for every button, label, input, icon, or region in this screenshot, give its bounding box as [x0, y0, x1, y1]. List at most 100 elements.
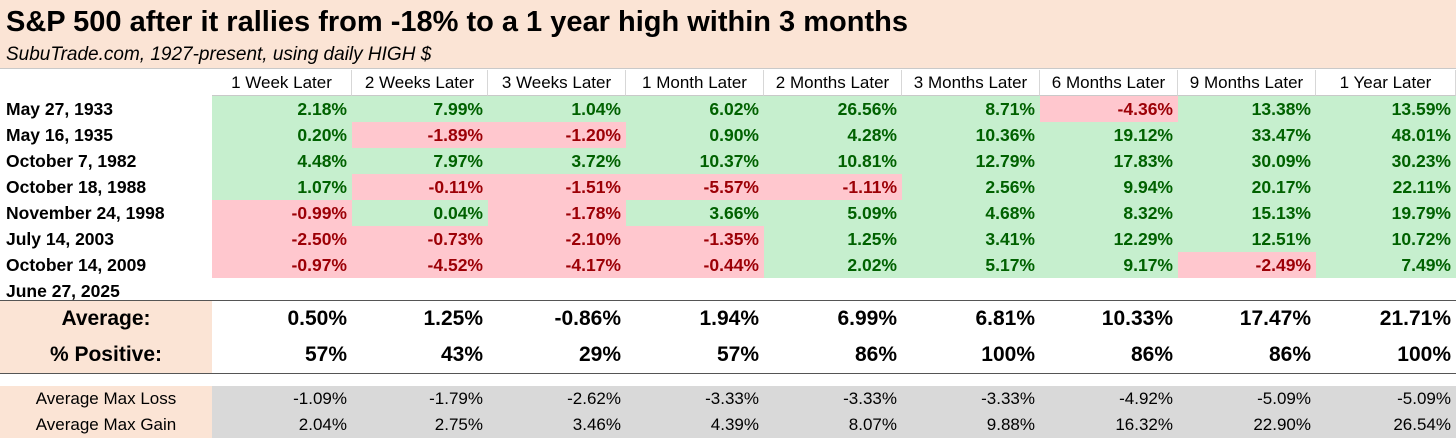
max-stat-value: -5.09% — [1397, 389, 1451, 408]
table-row: November 24, 1998 -0.99% 0.04% -1.78% 3.66% 5… — [0, 200, 1456, 226]
table-cell: 4.68% — [902, 200, 1040, 226]
table-cell: 6.02% — [626, 96, 764, 122]
max-stat-value: 8.07% — [848, 415, 897, 434]
table-cell: 4.28% — [764, 122, 902, 148]
table-row: May 27, 1933 2.18% 7.99% 1.04% 6.02% 26.56% 8.… — [0, 96, 1456, 122]
summary-value: 86% — [854, 343, 897, 366]
table-cell: -1.11% — [764, 174, 902, 200]
summary-value: -0.86% — [554, 307, 621, 330]
table-cell: 3.66% — [626, 200, 764, 226]
max-stat-value: 2.75% — [434, 415, 483, 434]
table-cell: -4.36% — [1040, 96, 1178, 122]
table-cell: 13.59% — [1316, 96, 1456, 122]
table-cell: 2.56% — [902, 174, 1040, 200]
table-cell: 9.17% — [1040, 252, 1178, 278]
table-cell: 1.25% — [764, 226, 902, 252]
table-cell: 10.72% — [1316, 226, 1456, 252]
row-date-label: May 16, 1935 — [6, 125, 114, 145]
table-cell: 19.79% — [1316, 200, 1456, 226]
table-cell: 10.81% — [764, 148, 902, 174]
row-date-label: November 24, 1998 — [6, 203, 165, 223]
table-cell: 5.09% — [764, 200, 902, 226]
table-row: July 14, 2003 -2.50% -0.73% -2.10% -1.35% 1.2… — [0, 226, 1456, 252]
table-cell: 4.48% — [212, 148, 352, 174]
table-subtitle: SubuTrade.com, 1927-present, using daily… — [6, 44, 432, 65]
table-cell: 8.32% — [1040, 200, 1178, 226]
summary-label: Average: — [0, 301, 212, 337]
summary-value: 86% — [1130, 343, 1173, 366]
row-date-label: October 18, 1988 — [6, 177, 147, 197]
table-cell: 12.79% — [902, 148, 1040, 174]
table-cell: 19.12% — [1040, 122, 1178, 148]
table-cell: 30.23% — [1316, 148, 1456, 174]
column-header: 2 Months Later — [764, 70, 902, 96]
table-cell: 26.56% — [764, 96, 902, 122]
table-cell: -4.52% — [352, 252, 488, 278]
max-stat-value: -3.33% — [843, 389, 897, 408]
max-stat-label: Average Max Gain — [0, 412, 212, 438]
summary-value: 29% — [578, 343, 621, 366]
max-stat-label: Average Max Loss — [0, 386, 212, 412]
max-stat-value: -5.09% — [1257, 389, 1311, 408]
table-cell: 0.04% — [352, 200, 488, 226]
table-cell: -1.78% — [488, 200, 626, 226]
summary-value: 6.99% — [837, 307, 897, 330]
column-header: 3 Weeks Later — [488, 70, 626, 96]
max-stat-value: -1.09% — [293, 389, 347, 408]
summary-value: 17.47% — [1239, 307, 1311, 330]
max-stat-value: 26.54% — [1393, 415, 1451, 434]
row-date-label: July 14, 2003 — [6, 229, 114, 249]
table-cell: 8.71% — [902, 96, 1040, 122]
summary-value: 43% — [440, 343, 483, 366]
summary-value: 10.33% — [1101, 307, 1173, 330]
table-cell: -0.11% — [352, 174, 488, 200]
max-stat-value: 4.39% — [710, 415, 759, 434]
table-cell: 7.99% — [352, 96, 488, 122]
table-cell: 1.07% — [212, 174, 352, 200]
max-stat-value: -4.92% — [1119, 389, 1173, 408]
column-header: 1 Week Later — [212, 70, 352, 96]
table-cell: -5.57% — [626, 174, 764, 200]
table-cell: -0.44% — [626, 252, 764, 278]
table-cell: 0.20% — [212, 122, 352, 148]
max-stat-value: 3.46% — [572, 415, 621, 434]
table-cell: 12.51% — [1178, 226, 1316, 252]
table-cell: 7.97% — [352, 148, 488, 174]
table-cell: 9.94% — [1040, 174, 1178, 200]
table-cell: -0.97% — [212, 252, 352, 278]
table-cell: 20.17% — [1178, 174, 1316, 200]
table-row: June 27, 2025 — [0, 278, 1456, 304]
table-cell: 0.90% — [626, 122, 764, 148]
table-cell: 15.13% — [1178, 200, 1316, 226]
summary-row: Average: 0.50% 1.25% -0.86% 1.94% 6.99% 6.81% 1… — [0, 301, 1456, 337]
summary-value: 0.50% — [287, 307, 347, 330]
row-date-label: October 14, 2009 — [6, 255, 147, 275]
table-cell: 33.47% — [1178, 122, 1316, 148]
table-cell: 5.17% — [902, 252, 1040, 278]
summary-label: % Positive: — [0, 337, 212, 373]
table-cell: 1.04% — [488, 96, 626, 122]
summary-value: 100% — [981, 343, 1035, 366]
table-cell: -0.73% — [352, 226, 488, 252]
table-cell: 2.18% — [212, 96, 352, 122]
row-date-label: June 27, 2025 — [6, 281, 120, 301]
table-cell: -2.10% — [488, 226, 626, 252]
max-stat-value: 22.90% — [1253, 415, 1311, 434]
table-cell: 7.49% — [1316, 252, 1456, 278]
table-row: May 16, 1935 0.20% -1.89% -1.20% 0.90% 4.28% 1… — [0, 122, 1456, 148]
max-stat-value: -1.79% — [429, 389, 483, 408]
table-header-banner: S&P 500 after it rallies from -18% to a … — [0, 0, 1456, 69]
column-header-row: 1 Week Later 2 Weeks Later 3 Weeks Later 1 … — [0, 70, 1456, 96]
table-cell: 10.37% — [626, 148, 764, 174]
table-cell: 2.02% — [764, 252, 902, 278]
column-header: 3 Months Later — [902, 70, 1040, 96]
max-stat-value: -3.33% — [705, 389, 759, 408]
row-date-label: October 7, 1982 — [6, 151, 137, 171]
table-cell: -1.51% — [488, 174, 626, 200]
table-row: October 14, 2009 -0.97% -4.52% -4.17% -0.44%… — [0, 252, 1456, 278]
table-title: S&P 500 after it rallies from -18% to a … — [6, 6, 908, 38]
table-cell: -1.89% — [352, 122, 488, 148]
table-row: October 18, 1988 1.07% -0.11% -1.51% -5.57% -… — [0, 174, 1456, 200]
summary-value: 100% — [1397, 343, 1451, 366]
summary-value: 6.81% — [975, 307, 1035, 330]
